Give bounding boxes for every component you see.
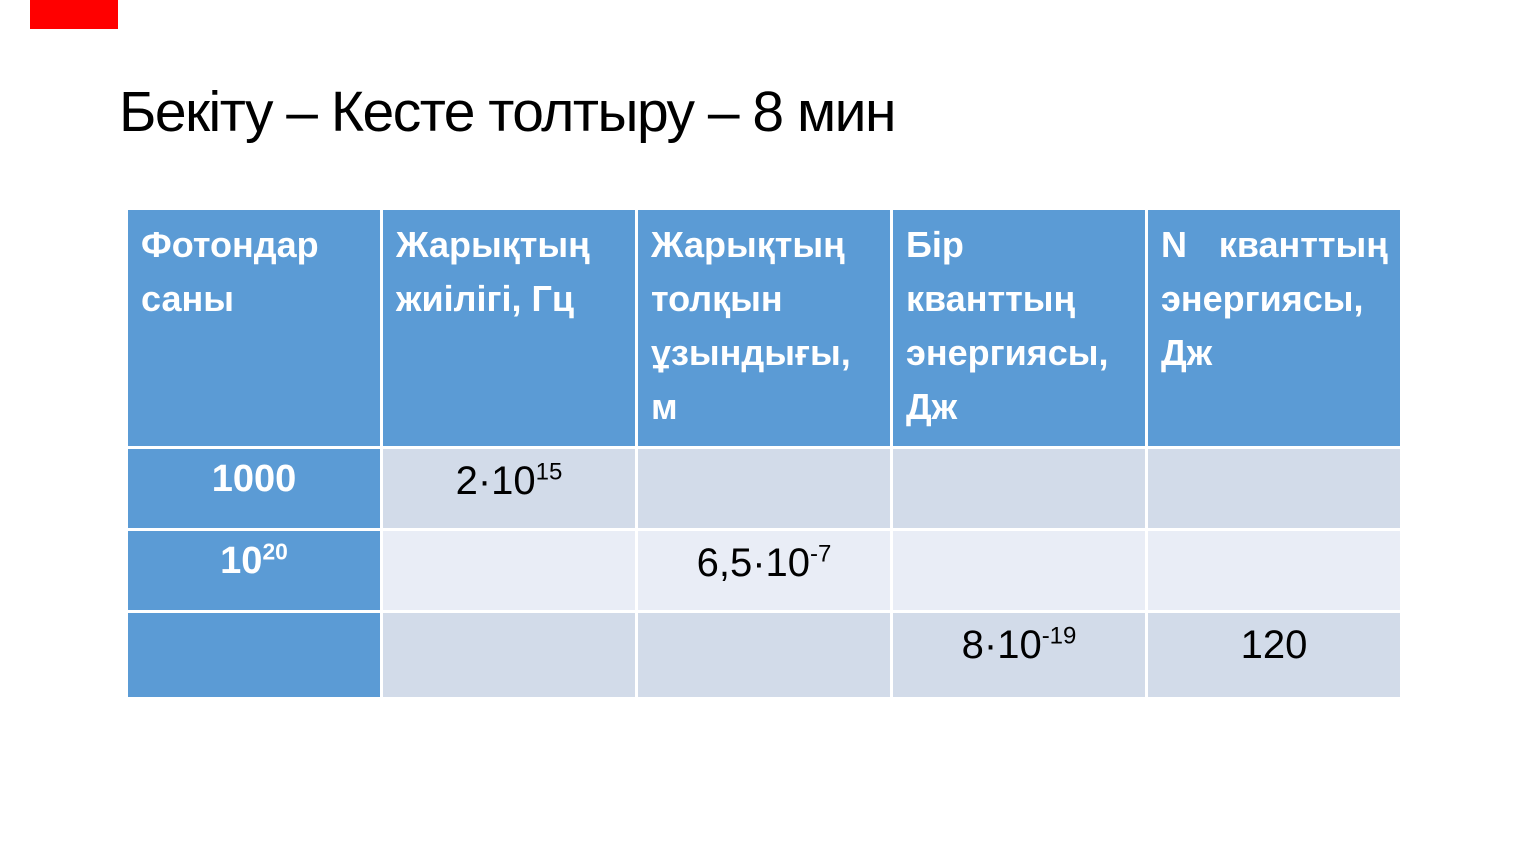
row-label-cell: 1000 — [128, 449, 380, 528]
row-label-superscript: 20 — [262, 538, 288, 565]
header-cell-photon-count: Фотондар саны — [128, 210, 380, 446]
header-cell-frequency: Жарықтың жиілігі, Гц — [383, 210, 635, 446]
table-cell — [383, 531, 635, 610]
table-cell — [1148, 449, 1400, 528]
header-cell-wavelength: Жарықтың толқын ұзындығы, м — [638, 210, 890, 446]
row-label-cell: 1020 — [128, 531, 380, 610]
header-cell-quantum-energy: Бір кванттың энергиясы, Дж — [893, 210, 1145, 446]
row-label-value: 1000 — [211, 458, 297, 500]
table-cell — [638, 449, 890, 528]
table-cell — [893, 449, 1145, 528]
table-cell: 120 — [1148, 613, 1400, 697]
cell-superscript: 15 — [535, 458, 563, 486]
cell-value: 120 — [1240, 623, 1308, 667]
cell-value: 8·10 — [961, 623, 1042, 667]
row-label-value: 10 — [220, 540, 263, 582]
table-cell — [638, 613, 890, 697]
table-cell: 8·10-19 — [893, 613, 1145, 697]
table-cell — [1148, 531, 1400, 610]
cell-superscript: -7 — [810, 540, 832, 568]
table-cell: 2·1015 — [383, 449, 635, 528]
header-cell-n-quanta-energy: N кванттың энергиясы, Дж — [1148, 210, 1400, 446]
cell-value: 6,5·10 — [696, 541, 811, 585]
cell-value: 2·10 — [455, 459, 536, 503]
cell-superscript: -19 — [1041, 622, 1077, 650]
table-cell — [893, 531, 1145, 610]
table-cell: 6,5·10-7 — [638, 531, 890, 610]
slide-title: Бекіту – Кесте толтыру – 8 мин — [119, 80, 896, 144]
data-table: Фотондар саны Жарықтың жиілігі, Гц Жарық… — [128, 210, 1400, 697]
row-label-cell — [128, 613, 380, 697]
red-marker-bar — [30, 0, 118, 29]
table-cell — [383, 613, 635, 697]
